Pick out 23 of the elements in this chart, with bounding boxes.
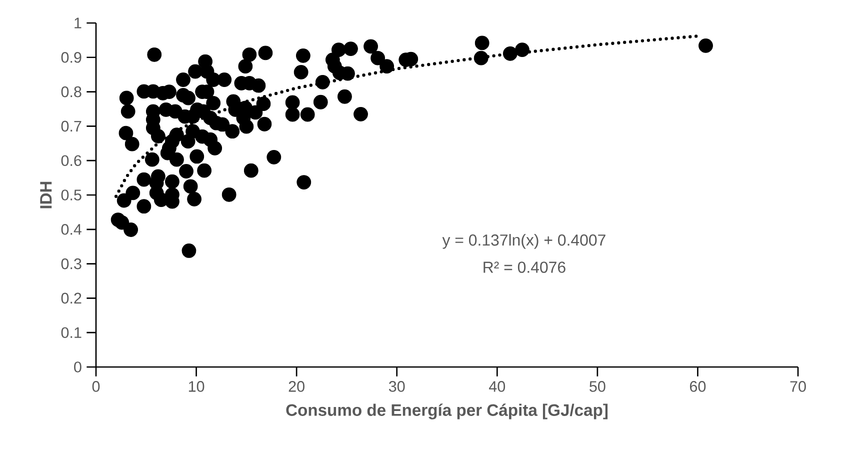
- annotation: R² = 0.4076: [484, 262, 566, 273]
- y-tick-label: 0.7: [61, 120, 82, 132]
- x-tick-label: 20: [288, 381, 304, 392]
- x-tick-label: 10: [188, 381, 204, 392]
- y-axis-title: IDH: [40, 182, 52, 208]
- x-tick-label: 40: [489, 381, 506, 392]
- x-tick-label: 30: [388, 381, 405, 392]
- y-tick-label: 0.6: [61, 155, 82, 166]
- y-tick-label: 0.1: [61, 327, 82, 338]
- y-tick-label: 0.9: [61, 52, 82, 63]
- y-tick-label: 0: [74, 362, 82, 372]
- annotation: y = 0.137ln(x) + 0.4007: [442, 234, 606, 249]
- y-tick-label: 0.4: [61, 224, 82, 235]
- x-tick-label: 60: [690, 381, 706, 392]
- x-axis-title: Consumo de Energía per Cápita [GJ/cap]: [286, 404, 608, 420]
- y-tick-label: 0.2: [61, 292, 82, 304]
- y-tick-label: 0.8: [61, 86, 82, 98]
- x-tick-label: 0: [92, 381, 100, 392]
- x-tick-label: 50: [590, 381, 606, 392]
- y-tick-label: 0.3: [61, 258, 82, 270]
- x-tick-label: 70: [790, 381, 806, 392]
- y-tick-label: 0.5: [61, 190, 82, 200]
- y-tick-label: 1: [74, 18, 82, 28]
